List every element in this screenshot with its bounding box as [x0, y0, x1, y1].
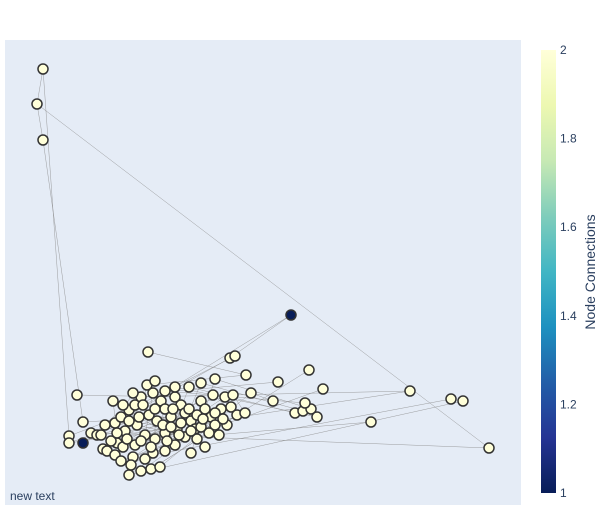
node-62[interactable] [225, 401, 237, 413]
node-100[interactable] [311, 411, 323, 423]
node-67[interactable] [195, 377, 207, 389]
node-114[interactable] [149, 403, 161, 415]
node-118[interactable] [197, 413, 209, 425]
node-88[interactable] [125, 459, 137, 471]
edge-1 [42, 68, 70, 437]
node-47[interactable] [149, 375, 161, 387]
colorbar-tick-label: 1.6 [560, 220, 577, 234]
node-4[interactable] [404, 385, 416, 397]
node-0[interactable] [37, 63, 49, 75]
edge-72 [214, 378, 312, 410]
node-74[interactable] [99, 419, 111, 431]
node-68[interactable] [209, 373, 221, 385]
node-103[interactable] [145, 441, 157, 453]
node-20[interactable] [71, 389, 83, 401]
node-3[interactable] [285, 309, 297, 321]
node-66[interactable] [183, 381, 195, 393]
node-96[interactable] [267, 395, 279, 407]
node-29[interactable] [123, 469, 135, 481]
annotation-text: new text [10, 489, 55, 503]
node-89[interactable] [139, 453, 151, 465]
node-94[interactable] [207, 389, 219, 401]
colorbar-tick-label: 2 [560, 43, 567, 57]
colorbar-title: Node Connections [582, 214, 598, 329]
node-108[interactable] [185, 425, 197, 437]
node-39[interactable] [213, 429, 225, 441]
node-1[interactable] [31, 98, 43, 110]
node-31[interactable] [135, 465, 147, 477]
node-92[interactable] [167, 403, 179, 415]
node-9[interactable] [317, 383, 329, 395]
edge-15 [147, 351, 247, 376]
node-23[interactable] [95, 429, 107, 441]
colorbar [541, 50, 556, 493]
node-18[interactable] [63, 437, 75, 449]
colorbar-tick-label: 1.2 [560, 397, 577, 411]
node-6[interactable] [457, 395, 469, 407]
node-82[interactable] [191, 433, 203, 445]
node-64[interactable] [239, 407, 251, 419]
node-73[interactable] [107, 395, 119, 407]
node-105[interactable] [121, 433, 133, 445]
colorbar-tick-label: 1 [560, 486, 567, 500]
node-59[interactable] [209, 419, 221, 431]
node-34[interactable] [154, 461, 166, 473]
node-8[interactable] [365, 416, 377, 428]
node-15[interactable] [272, 376, 284, 388]
node-104[interactable] [111, 427, 123, 439]
node-120[interactable] [217, 413, 229, 425]
node-83[interactable] [203, 427, 215, 439]
colorbar-tick-label: 1.4 [560, 309, 577, 323]
edge-0 [36, 68, 44, 105]
node-72[interactable] [117, 399, 129, 411]
edge-10 [128, 400, 464, 476]
node-107[interactable] [173, 429, 185, 441]
edge-4 [42, 139, 84, 423]
node-5[interactable] [445, 393, 457, 405]
edge-9 [120, 398, 452, 462]
node-93[interactable] [175, 417, 187, 429]
node-37[interactable] [185, 447, 197, 459]
edge-5 [229, 314, 292, 359]
node-102[interactable] [135, 435, 147, 447]
node-116[interactable] [183, 403, 195, 415]
node-70[interactable] [159, 385, 171, 397]
colorbar-ticks: 2 1.8 1.6 1.4 1.2 1 [560, 43, 577, 500]
node-14[interactable] [240, 369, 252, 381]
node-10[interactable] [303, 364, 315, 376]
node-119[interactable] [209, 407, 221, 419]
edge-2 [36, 103, 44, 141]
node-115[interactable] [137, 399, 149, 411]
node-69[interactable] [169, 381, 181, 393]
node-101[interactable] [299, 397, 311, 409]
node-38[interactable] [199, 441, 211, 453]
node-2[interactable] [37, 134, 49, 146]
node-13[interactable] [229, 350, 241, 362]
node-28[interactable] [115, 455, 127, 467]
node-19[interactable] [77, 416, 89, 428]
node-113[interactable] [165, 421, 177, 433]
node-71[interactable] [127, 387, 139, 399]
node-111[interactable] [123, 415, 135, 427]
node-layer [31, 63, 495, 481]
node-16[interactable] [77, 437, 89, 449]
node-95[interactable] [227, 389, 239, 401]
node-46[interactable] [147, 387, 159, 399]
node-87[interactable] [105, 435, 117, 447]
node-106[interactable] [161, 435, 173, 447]
node-35[interactable] [159, 445, 171, 457]
plot-area [5, 40, 521, 505]
node-65[interactable] [245, 387, 257, 399]
node-11[interactable] [142, 346, 154, 358]
node-110[interactable] [133, 411, 145, 423]
colorbar-tick-label: 1.8 [560, 132, 577, 146]
node-7[interactable] [483, 442, 495, 454]
